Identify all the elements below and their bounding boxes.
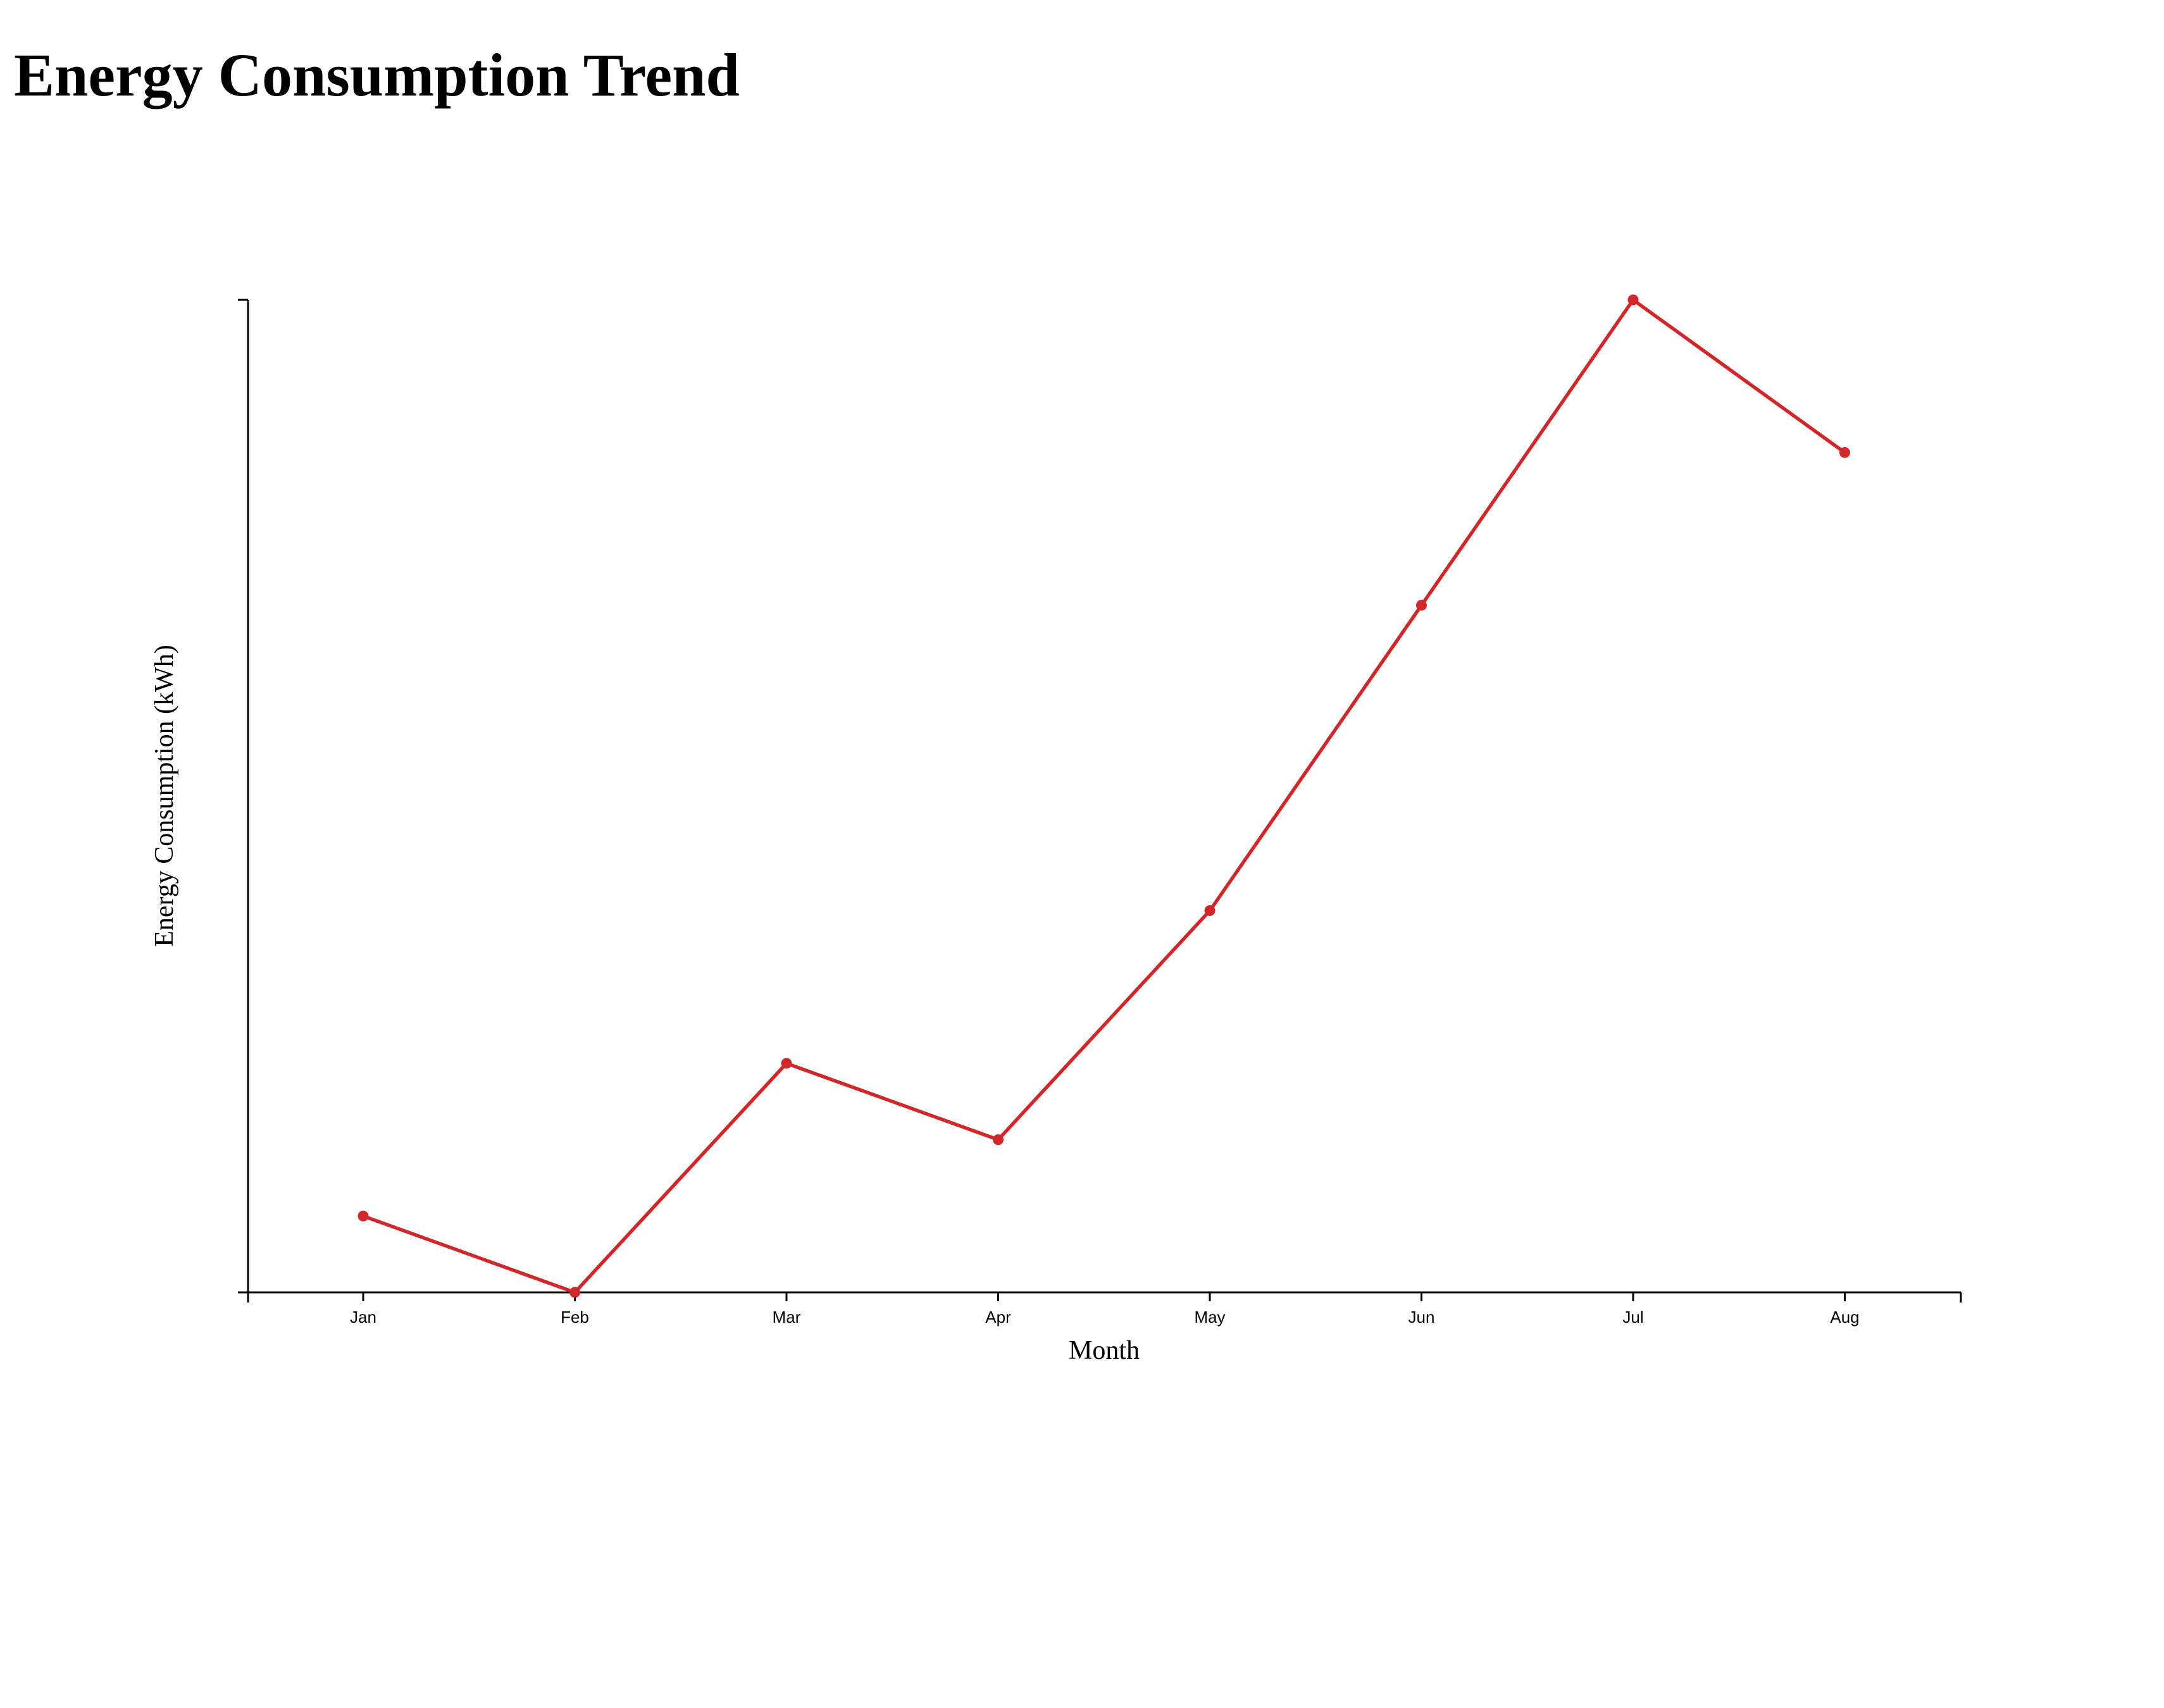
data-point-jul — [1627, 294, 1639, 306]
x-tick-label-jul: Jul — [1622, 1308, 1643, 1327]
data-point-apr — [993, 1134, 1004, 1146]
x-tick-label-mar: Mar — [773, 1308, 801, 1327]
data-point-aug — [1839, 447, 1850, 458]
data-point-jun — [1416, 600, 1427, 611]
y-axis-title: Energy Consumption (kWh) — [150, 645, 179, 947]
data-point-jan — [358, 1210, 369, 1222]
x-tick-label-apr: Apr — [985, 1308, 1011, 1327]
chart-title: Energy Consumption Trend — [14, 41, 740, 109]
x-tick-label-feb: Feb — [561, 1308, 589, 1327]
x-tick-label-aug: Aug — [1830, 1308, 1859, 1327]
series-layer — [358, 294, 1850, 1298]
x-tick-label-jan: Jan — [350, 1308, 376, 1327]
data-point-feb — [569, 1287, 580, 1298]
series-line — [361, 298, 1847, 1294]
x-tick-label-may: May — [1194, 1308, 1225, 1327]
x-axis-title: Month — [1069, 1336, 1140, 1365]
data-point-may — [1204, 905, 1216, 917]
x-tick-label-jun: Jun — [1408, 1308, 1435, 1327]
data-point-mar — [781, 1058, 792, 1069]
axes-layer: Jan Feb Mar Apr May Jun Jul Aug — [238, 299, 1962, 1327]
